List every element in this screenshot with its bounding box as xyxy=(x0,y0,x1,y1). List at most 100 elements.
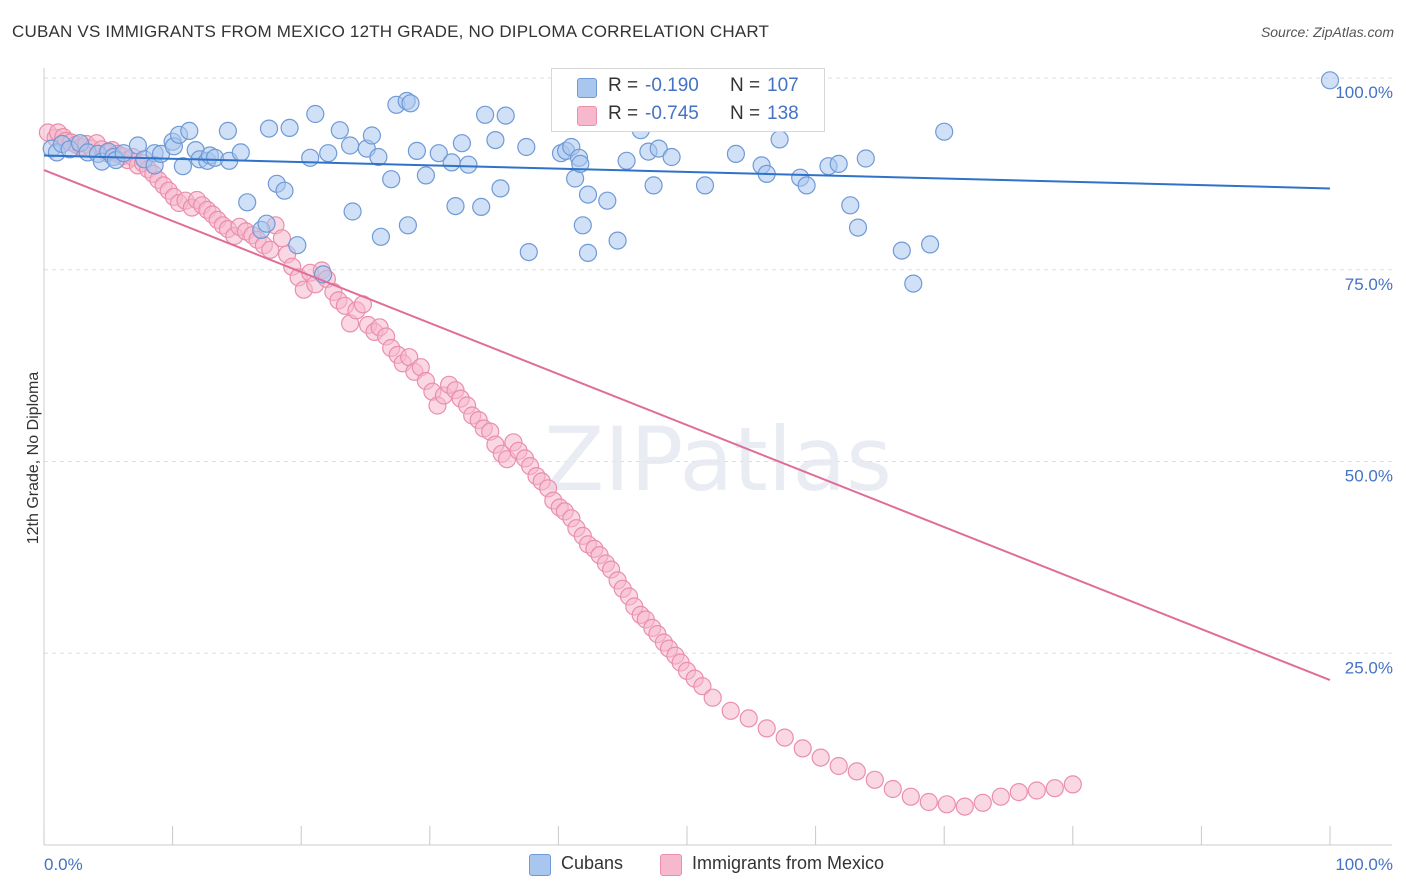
cuban-point xyxy=(407,141,426,160)
stats-legend: R = -0.190 N = 107 R = -0.745 N = 138 xyxy=(551,68,825,132)
y-tick-label: 75.0% xyxy=(1345,275,1393,294)
mexico-point xyxy=(1027,781,1046,800)
cuban-point xyxy=(797,176,816,195)
trend-line-cubans xyxy=(43,154,1331,190)
x-tick-label: 100.0% xyxy=(1335,855,1393,874)
legend-r-value: -0.190 xyxy=(645,75,699,96)
mexico-point xyxy=(883,779,902,799)
cuban-point xyxy=(617,151,636,170)
cuban-point xyxy=(459,155,478,174)
legend-n-value: 107 xyxy=(767,75,799,96)
cuban-point xyxy=(486,131,505,150)
cuban-point xyxy=(644,176,663,195)
mexico-point xyxy=(1045,779,1064,798)
cuban-point xyxy=(442,153,461,172)
cuban-point xyxy=(904,274,923,293)
cuban-point xyxy=(519,243,538,262)
cuban-point xyxy=(362,126,381,145)
chart-title: CUBAN VS IMMIGRANTS FROM MEXICO 12TH GRA… xyxy=(12,22,770,41)
bottom-legend-swatch-mexico xyxy=(660,854,682,876)
cuban-point xyxy=(382,170,401,189)
cuban-point xyxy=(218,121,237,140)
cuban-point xyxy=(343,202,362,221)
mexico-point xyxy=(793,739,812,758)
cuban-point xyxy=(288,236,307,255)
legend-row-cubans: R = -0.190 N = 107 xyxy=(552,72,822,100)
y-tick-label: 50.0% xyxy=(1345,467,1393,486)
cuban-point xyxy=(892,241,911,260)
cuban-point xyxy=(173,157,192,176)
mexico-point xyxy=(991,787,1010,806)
cuban-point xyxy=(829,154,848,173)
cuban-point xyxy=(598,191,617,210)
cuban-point xyxy=(1320,71,1340,90)
cuban-point xyxy=(319,144,338,163)
bottom-legend-cubans: Cubans xyxy=(529,852,649,876)
bottom-legend-label-cubans: Cubans xyxy=(561,853,624,873)
cuban-point xyxy=(573,216,592,235)
mexico-point xyxy=(1009,782,1028,802)
cuban-point xyxy=(238,193,257,212)
cuban-point xyxy=(280,118,299,138)
legend-r-value: -0.745 xyxy=(645,103,699,124)
legend-r-label: R = xyxy=(608,103,639,124)
mexico-point xyxy=(272,229,291,248)
mexico-point xyxy=(261,240,280,259)
mexico-point xyxy=(829,756,848,776)
cuban-point xyxy=(259,119,279,138)
legend-n-label: N = xyxy=(730,103,761,124)
cuban-point xyxy=(472,197,491,216)
mexico-point xyxy=(693,677,712,696)
cuban-point xyxy=(496,106,515,125)
cuban-point xyxy=(231,143,250,162)
y-axis-label: 12th Grade, No Diploma xyxy=(25,372,42,545)
mexico-point xyxy=(865,770,884,789)
cuban-point xyxy=(330,121,349,140)
mexico-point xyxy=(721,701,740,720)
legend-r-label: R = xyxy=(608,75,639,96)
cuban-point xyxy=(476,105,495,124)
cuban-point xyxy=(726,144,746,163)
cuban-point xyxy=(398,216,417,235)
cuban-point xyxy=(306,104,325,124)
cuban-point xyxy=(416,166,435,185)
cuban-point xyxy=(257,214,276,233)
mexico-point xyxy=(919,792,938,812)
cuban-point xyxy=(608,231,627,250)
bottom-legend-swatch-cubans xyxy=(529,854,551,876)
cuban-point xyxy=(491,179,510,198)
cuban-point xyxy=(341,136,360,155)
mexico-point xyxy=(811,748,830,767)
legend-swatch-cubans xyxy=(577,78,597,98)
mexico-point xyxy=(739,709,758,728)
mexico-point xyxy=(703,688,722,707)
cuban-point xyxy=(452,134,471,153)
mexico-point xyxy=(973,793,992,812)
grid-layer xyxy=(44,77,1392,654)
cuban-point xyxy=(662,147,681,167)
cuban-point xyxy=(429,144,448,163)
mexico-point xyxy=(937,795,956,814)
trend-line-mexico xyxy=(43,169,1331,682)
cuban-point xyxy=(301,148,320,167)
y-tick-label: 100.0% xyxy=(1335,83,1393,102)
bottom-legend-mexico: Immigrants from Mexico xyxy=(660,852,940,876)
watermark: ZIPatlas xyxy=(544,408,892,511)
series-cuban-points xyxy=(42,71,1340,293)
cuban-point xyxy=(517,137,536,157)
cuban-point xyxy=(920,235,940,254)
cuban-point xyxy=(649,139,668,158)
cuban-point xyxy=(369,147,388,167)
label-layer: 25.0% 50.0% 75.0% 100.0% 0.0% 100.0% xyxy=(44,83,1393,874)
chart-source: Source: ZipAtlas.com xyxy=(1260,24,1394,40)
mexico-point xyxy=(1063,775,1082,794)
cuban-point xyxy=(578,243,598,262)
cuban-point xyxy=(275,181,294,200)
mexico-point xyxy=(775,728,794,747)
y-tick-label: 25.0% xyxy=(1345,658,1393,677)
legend-row-mexico: R = -0.745 N = 138 xyxy=(552,100,822,128)
bottom-legend-label-mexico: Immigrants from Mexico xyxy=(692,853,885,873)
cuban-point xyxy=(695,176,715,195)
legend-n-value: 138 xyxy=(767,103,799,124)
